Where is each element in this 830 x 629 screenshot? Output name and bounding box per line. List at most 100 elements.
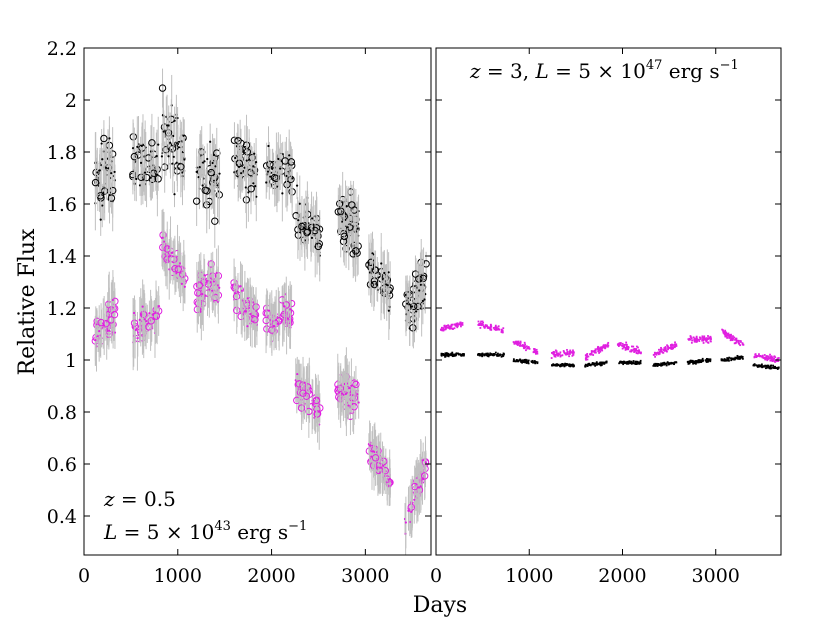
right-data-point [755,364,758,367]
right-data-point [669,346,672,349]
left-y-tick-label: 1 [65,350,77,372]
right-data-point [738,358,741,360]
left-data-point [356,227,359,230]
left-data-point [414,302,422,311]
right-data-point [734,342,737,345]
right-data-point [759,355,762,358]
right-data-point [767,356,770,359]
right-data-point [551,351,554,354]
right-data-point [525,360,528,363]
right-data-point [498,328,501,331]
left-data-point [311,217,314,220]
right-data-point [502,352,505,355]
right-data-point [726,336,729,339]
left-data-point [218,172,221,175]
right-data-point [689,335,692,337]
right-data-point [586,358,589,361]
right-data-point [587,363,589,366]
right-data-point [562,364,565,367]
left-data-point [91,178,100,187]
right-data-point [707,360,709,363]
right-data-point [755,354,758,357]
left-data-point [108,194,111,197]
right-data-point [477,353,480,355]
right-data-point [635,363,638,366]
right-data-point [571,364,574,366]
right-data-point [729,335,732,338]
right-data-point [729,334,731,337]
right-data-point [554,363,557,366]
left-data-point [404,293,407,296]
right-data-point [775,367,778,369]
right-data-point [459,323,462,326]
right-data-point [599,364,602,367]
right-data-point [606,343,609,346]
left-data-point [357,401,360,404]
right-data-point [738,342,741,345]
right-data-point [689,338,692,341]
right-data-point [635,352,638,355]
right-data-point [661,364,664,366]
right-data-point [518,344,521,347]
left-y-tick-label: 2 [65,90,77,112]
right-data-point [734,357,737,360]
left-data-point [98,330,101,333]
left-data-point [234,137,242,145]
left-data-point [368,444,371,447]
right-data-point [775,360,778,362]
right-data-point [482,321,485,324]
left-data-point [380,466,383,469]
right-data-point [500,331,503,333]
left-data-point [299,389,307,397]
left-data-point [297,404,306,412]
right-data-point [572,353,575,356]
left-data-point [148,312,151,315]
right-data-point [777,357,780,359]
right-data-point [534,362,537,365]
left-y-tick-label: 0.4 [47,506,77,528]
left-data-point [148,139,156,147]
right-data-point [773,355,776,358]
right-data-point [501,331,504,334]
right-data-point [600,348,603,351]
left-data-point [239,285,242,288]
left-data-point [130,152,139,161]
right-data-point [673,343,676,346]
right-data-point [591,363,594,365]
right-data-point [603,345,606,348]
right-data-point [753,356,756,359]
left-data-point [100,187,109,195]
right-data-point [568,363,571,366]
left-data-point [370,280,379,289]
right-data-point [637,346,639,349]
right-data-point [728,335,730,338]
right-data-point [656,365,659,367]
right-data-point [727,359,730,362]
right-data-point [586,364,588,367]
right-data-point [449,354,452,356]
right-data-point [497,325,500,328]
left-data-point [344,392,347,396]
right-data-point [593,351,596,354]
right-data-point [627,346,630,349]
left-data-point [141,305,144,308]
right-data-point [702,339,705,342]
right-data-point [770,356,773,358]
right-data-point [653,364,656,367]
right-data-point [656,362,658,365]
right-data-point [598,352,600,354]
left-data-point [254,185,257,188]
right-data-point [767,355,770,358]
right-data-point [477,323,480,326]
left-data-point [277,157,280,161]
left-data-point [197,176,200,179]
right-data-point [627,362,630,365]
right-data-point [553,353,556,356]
right-data-point [770,364,773,367]
right-data-point [517,343,520,345]
left-data-point [408,303,411,306]
right-data-point [447,355,450,358]
left-data-point [136,337,139,340]
left-data-point [251,315,259,324]
right-data-point [722,359,725,362]
